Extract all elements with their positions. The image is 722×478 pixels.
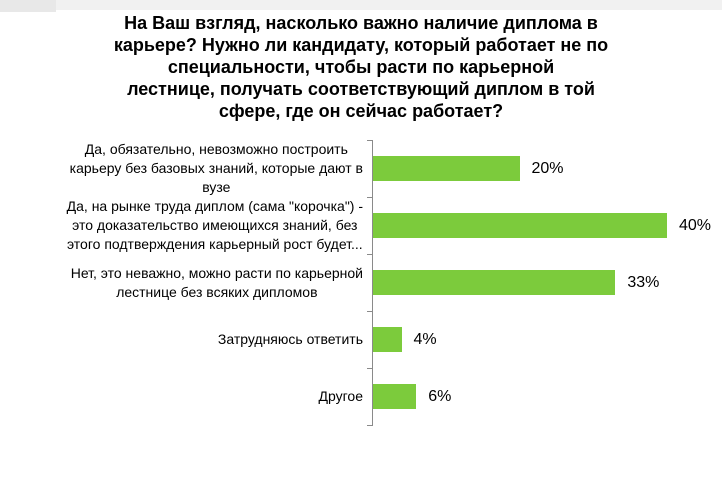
plot-cell: 4%: [372, 311, 722, 368]
category-label: Затрудняюсь ответить: [217, 331, 363, 347]
chart-row: Нет, это неважно, можно расти по карьерн…: [0, 254, 722, 311]
bar: [372, 270, 616, 295]
category-label-cell: Да, на рынке труда диплом (сама "корочка…: [0, 197, 372, 254]
chart-row: Да, на рынке труда диплом (сама "корочка…: [0, 197, 722, 254]
bar: [372, 384, 417, 409]
axis-tick: [367, 368, 373, 369]
plot-cell: 20%: [372, 140, 722, 197]
chart-title: На Ваш взгляд, насколько важно наличие д…: [113, 13, 609, 121]
category-label-cell: Другое: [0, 387, 372, 406]
axis-tick: [367, 254, 373, 255]
bar-chart: Да, обязательно, невозможно построить ка…: [0, 140, 722, 426]
value-label: 4%: [413, 330, 437, 348]
axis-tick: [367, 425, 373, 426]
axis-tick: [367, 311, 373, 312]
value-label: 20%: [531, 159, 564, 177]
category-axis-line: [372, 140, 373, 425]
plot-cell: 33%: [372, 254, 722, 311]
category-label: Да, обязательно, невозможно построить ка…: [69, 141, 363, 195]
bar: [372, 213, 667, 238]
chart-row: Другое 6%: [0, 368, 722, 425]
value-label: 33%: [627, 273, 660, 291]
axis-tick: [367, 197, 373, 198]
value-label: 40%: [679, 216, 712, 234]
category-label: Нет, это неважно, можно расти по карьерн…: [70, 264, 363, 300]
category-label-cell: Нет, это неважно, можно расти по карьерн…: [0, 264, 372, 302]
category-label-cell: Затрудняюсь ответить: [0, 330, 372, 349]
value-label: 6%: [428, 387, 452, 405]
chart-row: Затрудняюсь ответить 4%: [0, 311, 722, 368]
page-edge-strip-left: [0, 0, 56, 12]
bar: [372, 156, 520, 181]
plot-cell: 40%: [372, 197, 722, 254]
category-label: Другое: [318, 388, 363, 404]
category-label: Да, на рынке труда диплом (сама "корочка…: [66, 198, 363, 252]
axis-tick: [367, 140, 373, 141]
chart-row: Да, обязательно, невозможно построить ка…: [0, 140, 722, 197]
page-edge-strip: [0, 0, 722, 10]
bar: [372, 327, 402, 352]
category-label-cell: Да, обязательно, невозможно построить ка…: [0, 140, 372, 197]
plot-cell: 6%: [372, 368, 722, 425]
chart-rows: Да, обязательно, невозможно построить ка…: [0, 140, 722, 425]
